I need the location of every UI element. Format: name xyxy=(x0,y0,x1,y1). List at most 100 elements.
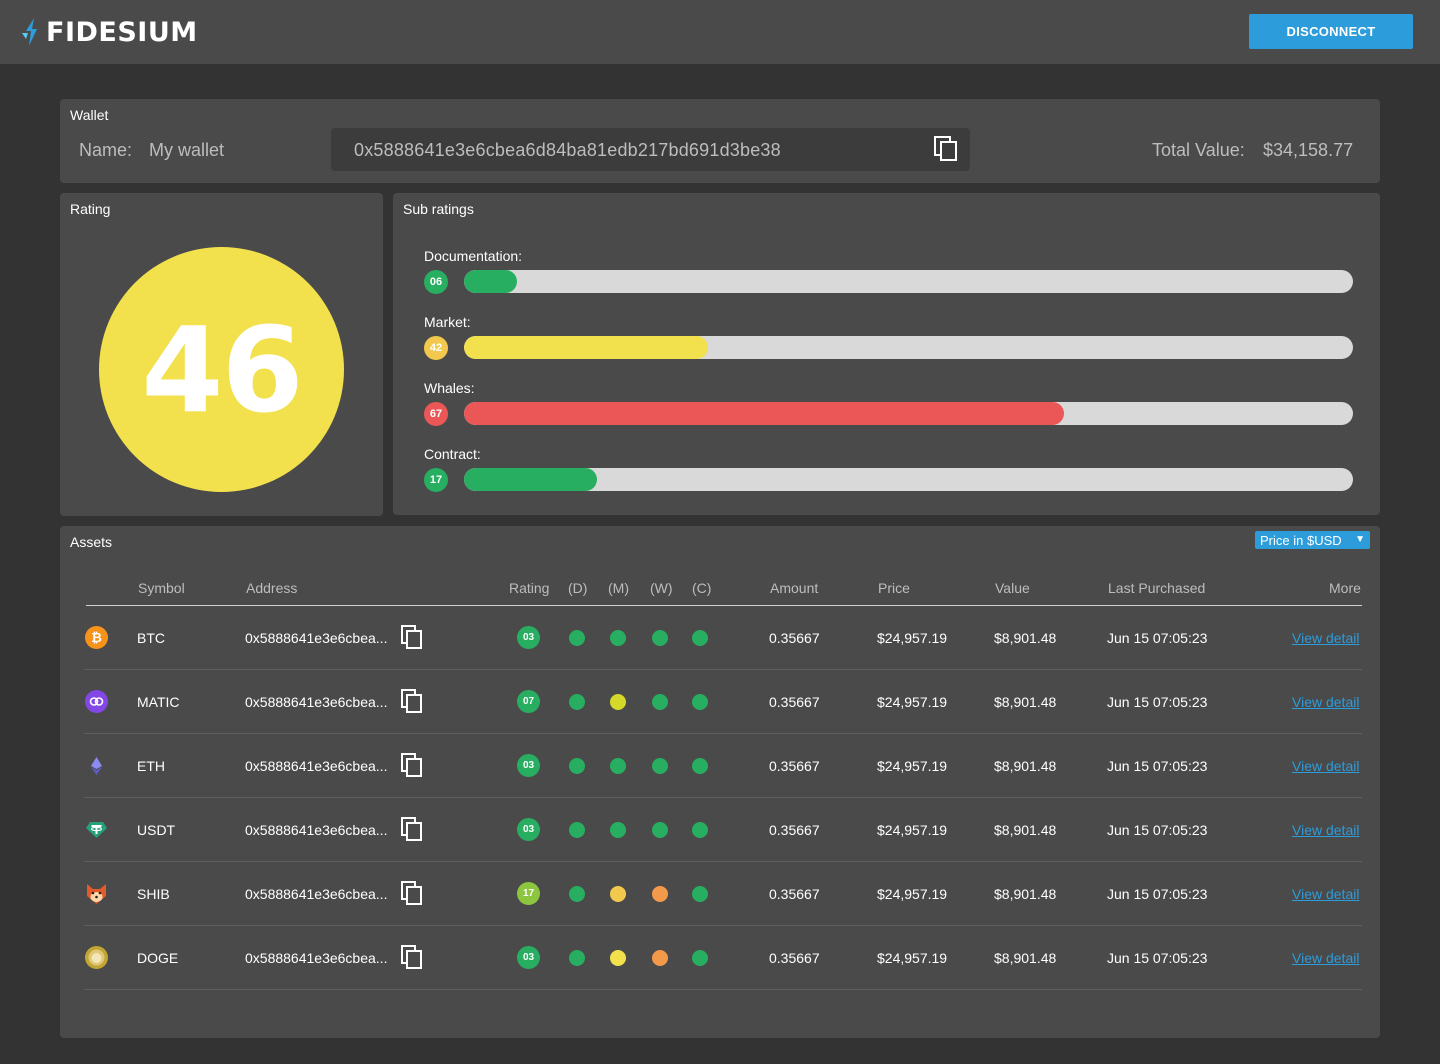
asset-address: 0x5888641e3e6cbea... xyxy=(245,630,388,646)
market-status-dot xyxy=(610,822,626,838)
sub-rating-label: Contract: xyxy=(424,446,481,462)
contract-status-dot xyxy=(692,694,708,710)
asset-address: 0x5888641e3e6cbea... xyxy=(245,822,388,838)
asset-symbol: ETH xyxy=(137,758,165,774)
copy-address-icon[interactable] xyxy=(401,945,423,970)
column-header-more: More xyxy=(1329,580,1361,596)
asset-amount: 0.35667 xyxy=(769,694,820,710)
disconnect-button[interactable]: DISCONNECT xyxy=(1249,14,1413,49)
asset-last-purchased: Jun 15 07:05:23 xyxy=(1107,758,1208,774)
logo[interactable]: FIDESIUM xyxy=(20,16,198,48)
view-detail-link[interactable]: View detail xyxy=(1292,758,1360,774)
asset-symbol: USDT xyxy=(137,822,176,838)
asset-address: 0x5888641e3e6cbea... xyxy=(245,758,388,774)
sub-rating-label: Market: xyxy=(424,314,471,330)
copy-address-icon[interactable] xyxy=(401,881,423,906)
market-status-dot xyxy=(610,758,626,774)
sub-rating-bar xyxy=(464,402,1353,425)
table-row: MATIC 0x5888641e3e6cbea... 07 0.35667 $24,95… xyxy=(60,670,1380,734)
documentation-status-dot xyxy=(569,758,585,774)
sub-ratings-panel: Sub ratings Documentation: 06 Market: 42… xyxy=(393,193,1380,515)
asset-amount: 0.35667 xyxy=(769,630,820,646)
copy-address-icon[interactable] xyxy=(401,625,423,650)
wallet-name-value: My wallet xyxy=(149,140,225,160)
caret-down-icon: ▼ xyxy=(1355,534,1365,545)
asset-symbol: DOGE xyxy=(137,950,179,966)
contract-status-dot xyxy=(692,758,708,774)
asset-rating-badge: 17 xyxy=(517,882,540,905)
table-row: SHIB 0x5888641e3e6cbea... 17 0.35667 $24,957… xyxy=(60,862,1380,926)
row-divider xyxy=(84,733,1362,734)
column-header-rating: Rating xyxy=(509,580,550,596)
copy-address-icon[interactable] xyxy=(401,817,423,842)
asset-symbol: MATIC xyxy=(137,694,180,710)
asset-symbol: BTC xyxy=(137,630,165,646)
whales-status-dot xyxy=(652,758,668,774)
whales-status-dot xyxy=(652,694,668,710)
currency-select-label: Price in $USD xyxy=(1260,532,1342,548)
rating-score: 46 xyxy=(141,300,303,439)
whales-status-dot xyxy=(652,950,668,966)
copy-address-icon[interactable] xyxy=(934,136,958,162)
asset-rating-badge: 07 xyxy=(517,690,540,713)
asset-rating-badge: 03 xyxy=(517,946,540,969)
row-divider xyxy=(84,797,1362,798)
asset-value: $8,901.48 xyxy=(994,630,1057,646)
fidesium-logo-icon xyxy=(22,18,37,46)
sub-rating-label: Whales: xyxy=(424,380,475,396)
sub-rating-badge: 42 xyxy=(424,336,448,360)
top-bar: FIDESIUM DISCONNECT xyxy=(0,0,1440,64)
asset-amount: 0.35667 xyxy=(769,822,820,838)
documentation-status-dot xyxy=(569,886,585,902)
assets-panel: Assets Price in $USD ▼ Symbol Address Ra… xyxy=(60,526,1380,1038)
contract-status-dot xyxy=(692,950,708,966)
row-divider xyxy=(84,989,1362,990)
svg-text:₿: ₿ xyxy=(91,631,102,646)
documentation-status-dot xyxy=(569,950,585,966)
contract-status-dot xyxy=(692,822,708,838)
asset-price: $24,957.19 xyxy=(877,950,948,966)
asset-price: $24,957.19 xyxy=(877,886,948,902)
asset-price: $24,957.19 xyxy=(877,630,948,646)
column-header-d: (D) xyxy=(568,580,588,596)
view-detail-link[interactable]: View detail xyxy=(1292,886,1360,902)
view-detail-link[interactable]: View detail xyxy=(1292,630,1360,646)
btc-icon: ₿ xyxy=(85,626,108,649)
asset-value: $8,901.48 xyxy=(994,886,1057,902)
rating-score-circle: 46 xyxy=(99,247,344,492)
sub-rating-badge: 17 xyxy=(424,468,448,492)
asset-price: $24,957.19 xyxy=(877,694,948,710)
sub-rating-bar-fill xyxy=(464,402,1065,425)
asset-value: $8,901.48 xyxy=(994,822,1057,838)
asset-value: $8,901.48 xyxy=(994,694,1057,710)
view-detail-link[interactable]: View detail xyxy=(1292,822,1360,838)
currency-select[interactable]: Price in $USD ▼ xyxy=(1255,531,1370,549)
view-detail-link[interactable]: View detail xyxy=(1292,950,1360,966)
whales-status-dot xyxy=(652,822,668,838)
asset-price: $24,957.19 xyxy=(877,822,948,838)
wallet-name-label: Name: xyxy=(79,140,133,160)
asset-price: $24,957.19 xyxy=(877,758,948,774)
market-status-dot xyxy=(610,950,626,966)
assets-title: Assets xyxy=(70,534,113,550)
sub-rating-bar-fill xyxy=(464,270,518,293)
column-header-last-purchased: Last Purchased xyxy=(1108,580,1206,596)
copy-address-icon[interactable] xyxy=(401,689,423,714)
copy-address-icon[interactable] xyxy=(401,753,423,778)
column-header-w: (W) xyxy=(650,580,673,596)
asset-address: 0x5888641e3e6cbea... xyxy=(245,950,388,966)
logo-text: FIDESIUM xyxy=(46,16,198,48)
sub-rating-bar xyxy=(464,468,1353,491)
total-value: $34,158.77 xyxy=(1263,140,1354,160)
asset-value: $8,901.48 xyxy=(994,950,1057,966)
view-detail-link[interactable]: View detail xyxy=(1292,694,1360,710)
row-divider xyxy=(84,925,1362,926)
market-status-dot xyxy=(610,694,626,710)
sub-rating-bar-fill xyxy=(464,336,709,359)
asset-address: 0x5888641e3e6cbea... xyxy=(245,886,388,902)
column-header-c: (C) xyxy=(692,580,712,596)
contract-status-dot xyxy=(692,886,708,902)
column-header-symbol: Symbol xyxy=(138,580,185,596)
row-divider xyxy=(84,669,1362,670)
sub-rating-badge: 06 xyxy=(424,270,448,294)
